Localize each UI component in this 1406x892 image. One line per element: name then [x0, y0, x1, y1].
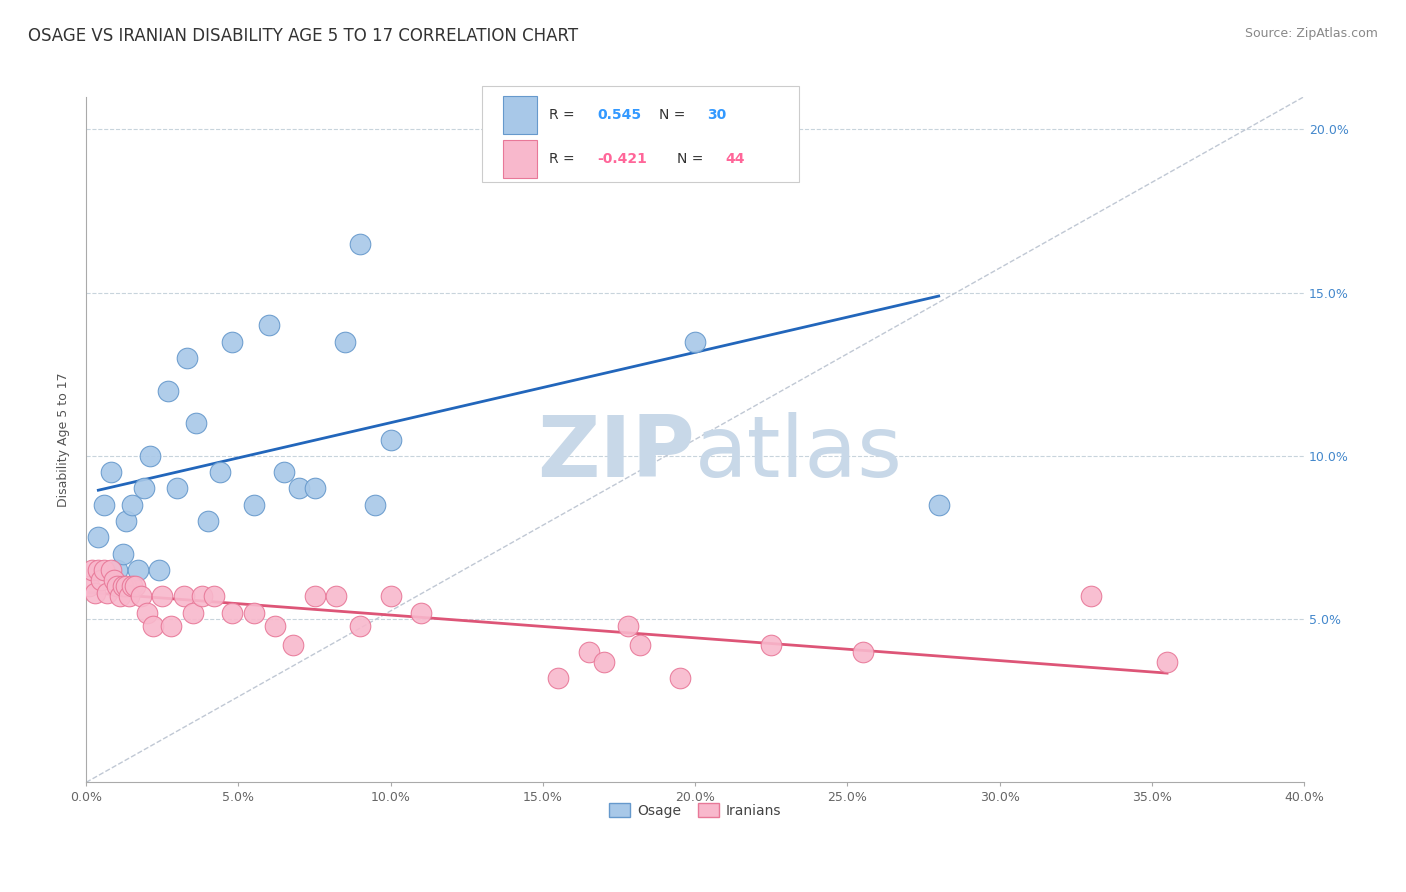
Text: R =: R = [548, 108, 579, 122]
Point [87, 531, 110, 545]
Point [93, 498, 115, 512]
Point [191, 589, 214, 603]
Point [100, 563, 122, 577]
Point [114, 579, 136, 593]
Point [132, 482, 155, 496]
Point [578, 645, 600, 659]
FancyBboxPatch shape [482, 87, 799, 182]
Point [90, 573, 112, 587]
Point [173, 589, 195, 603]
Point [683, 334, 706, 349]
Y-axis label: Disability Age 5 to 17: Disability Age 5 to 17 [58, 372, 70, 507]
Point [157, 384, 180, 398]
Point [221, 606, 243, 620]
Text: atlas: atlas [695, 412, 903, 495]
Text: ZIP: ZIP [537, 412, 695, 495]
Text: -0.421: -0.421 [598, 153, 648, 166]
Point [160, 618, 183, 632]
Legend: Osage, Iranians: Osage, Iranians [603, 798, 786, 823]
Point [139, 449, 162, 463]
Point [257, 318, 280, 333]
Text: 44: 44 [725, 153, 745, 166]
Point [142, 618, 165, 632]
Point [349, 618, 371, 632]
Point [96, 586, 118, 600]
Point [288, 482, 311, 496]
Point [148, 563, 170, 577]
Point [409, 606, 432, 620]
Point [136, 606, 159, 620]
Point [82, 563, 104, 577]
Point [197, 514, 219, 528]
Point [93, 563, 115, 577]
Text: 30: 30 [707, 108, 727, 122]
Point [349, 236, 371, 251]
Point [84, 586, 107, 600]
Point [852, 645, 875, 659]
Point [221, 334, 243, 349]
Point [304, 482, 326, 496]
Point [617, 618, 640, 632]
Point [654, 138, 676, 153]
Point [114, 514, 136, 528]
Point [77, 579, 100, 593]
Point [283, 638, 305, 652]
Point [380, 433, 402, 447]
Point [176, 351, 198, 365]
Text: N =: N = [676, 153, 707, 166]
Point [121, 579, 143, 593]
Point [242, 498, 264, 512]
Point [209, 465, 232, 479]
Point [669, 671, 692, 685]
Point [592, 655, 614, 669]
Point [124, 579, 146, 593]
Point [184, 416, 207, 430]
Point [150, 589, 173, 603]
Text: Source: ZipAtlas.com: Source: ZipAtlas.com [1244, 27, 1378, 40]
Text: 0.545: 0.545 [598, 108, 641, 122]
Point [628, 638, 651, 652]
Point [333, 334, 356, 349]
Point [1156, 655, 1178, 669]
Point [118, 589, 141, 603]
Point [129, 589, 152, 603]
Point [242, 606, 264, 620]
Point [121, 498, 143, 512]
Point [105, 579, 128, 593]
Point [181, 606, 204, 620]
Point [264, 618, 287, 632]
Point [111, 579, 134, 593]
Point [166, 482, 188, 496]
Point [1080, 589, 1102, 603]
Point [105, 563, 128, 577]
Point [273, 465, 295, 479]
FancyBboxPatch shape [503, 140, 537, 178]
Point [127, 563, 149, 577]
Point [325, 589, 347, 603]
Point [100, 465, 122, 479]
Point [761, 638, 783, 652]
Point [380, 589, 402, 603]
Point [928, 498, 950, 512]
Point [364, 498, 387, 512]
Point [304, 589, 326, 603]
Text: N =: N = [658, 108, 689, 122]
Text: OSAGE VS IRANIAN DISABILITY AGE 5 TO 17 CORRELATION CHART: OSAGE VS IRANIAN DISABILITY AGE 5 TO 17 … [28, 27, 578, 45]
Point [103, 573, 125, 587]
Text: R =: R = [548, 153, 579, 166]
FancyBboxPatch shape [503, 96, 537, 134]
Point [202, 589, 225, 603]
Point [111, 547, 134, 561]
Point [87, 563, 110, 577]
Point [547, 671, 569, 685]
Point [108, 589, 131, 603]
